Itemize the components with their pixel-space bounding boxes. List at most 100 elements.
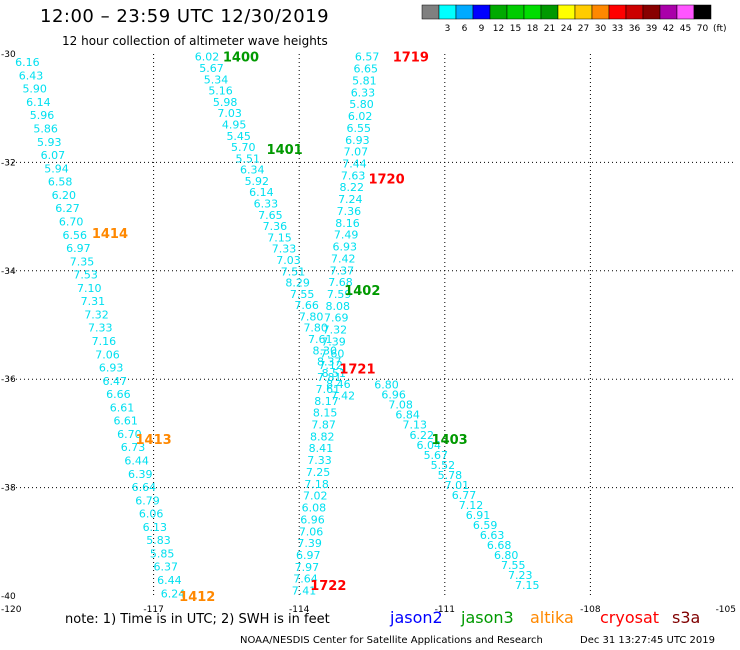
swh-value: 6.93 [332, 241, 357, 254]
swh-value: 6.96 [300, 513, 325, 526]
swh-value: 7.35 [70, 255, 95, 268]
pass-label: 1402 [344, 284, 380, 299]
swh-value: 7.12 [459, 499, 484, 512]
wave-height-map: -30 -32 -34 -36 -38 -40 -120 -117 -114 -111 -108 -1… [1, 50, 736, 615]
color-swatch-label: 21 [544, 24, 555, 34]
swh-value: 7.97 [295, 561, 320, 574]
swh-value: 5.85 [150, 547, 175, 560]
generated-timestamp: Dec 31 13:27:45 UTC 2019 [580, 635, 715, 646]
color-swatch-label: 30 [595, 24, 607, 34]
swh-value: 6.70 [117, 428, 142, 441]
y-tick-label: -30 [1, 50, 16, 60]
color-swatch-label: 45 [680, 24, 691, 34]
swh-value: 7.69 [324, 312, 349, 325]
swh-value: 7.87 [311, 418, 336, 431]
swh-value: 8.29 [285, 277, 310, 290]
swh-value: 6.14 [249, 186, 274, 199]
swh-value: 6.44 [124, 455, 149, 468]
swh-value: 5.34 [204, 73, 229, 86]
swh-value: 6.02 [195, 51, 220, 64]
swh-value: 8.17 [314, 395, 339, 408]
legend-jason3: jason3 [461, 608, 514, 627]
swh-value: 5.93 [37, 136, 62, 149]
legend-jason2: jason2 [390, 608, 443, 627]
legend-cryosat: cryosat [600, 608, 660, 627]
chart-title: 12:00 – 23:59 UTC 12/30/2019 [40, 6, 330, 27]
swh-value: 7.80 [299, 310, 324, 323]
swh-value: 6.22 [409, 429, 434, 442]
legend-s3a: s3a [672, 608, 701, 627]
swh-value: 7.65 [258, 209, 283, 222]
swh-value: 6.66 [106, 388, 131, 401]
color-swatch-label: 42 [663, 24, 674, 34]
swh-value: 6.63 [480, 529, 505, 542]
swh-value: 7.25 [306, 466, 331, 479]
swh-value: 6.14 [26, 96, 51, 109]
pass-label: 1400 [223, 51, 259, 66]
swh-value: 7.39 [297, 537, 322, 550]
swh-value: 5.70 [231, 141, 256, 154]
swh-value: 7.16 [92, 335, 117, 348]
swh-value: 7.59 [327, 288, 352, 301]
swh-value: 7.64 [293, 573, 318, 586]
swh-value: 7.80 [303, 322, 328, 335]
swh-value: 7.02 [303, 490, 328, 503]
color-swatch-label: 24 [561, 24, 573, 34]
swh-value: 5.81 [352, 74, 377, 87]
pass-label: 1412 [179, 590, 215, 605]
color-scale-unit: (ft) [713, 24, 727, 34]
swh-value: 5.94 [44, 162, 69, 175]
swh-value: 7.03 [276, 254, 301, 267]
swh-value: 8.15 [313, 407, 338, 420]
y-tick-label: -36 [1, 375, 16, 385]
swh-value: 7.60 [320, 347, 345, 360]
swh-value: 7.03 [217, 107, 242, 120]
pass-label: 1414 [92, 227, 128, 242]
swh-value: 6.08 [302, 502, 327, 515]
x-tick-label: -117 [143, 605, 163, 615]
swh-value: 7.07 [344, 146, 369, 159]
swh-value: 8.51 [322, 367, 347, 380]
color-swatch-label: 9 [479, 24, 485, 34]
swh-value: 6.47 [103, 375, 128, 388]
color-swatch-label: 15 [510, 24, 521, 34]
swh-value: 7.33 [88, 322, 113, 335]
swh-value: 6.58 [48, 176, 73, 189]
swh-value: 6.43 [19, 69, 44, 82]
swh-value: 5.98 [213, 96, 238, 109]
swh-value: 7.08 [388, 399, 413, 412]
x-tick-label: -105 [716, 605, 736, 615]
swh-value: 7.33 [272, 243, 297, 256]
swh-value: 7.42 [331, 252, 356, 265]
swh-value: 7.31 [81, 295, 106, 308]
swh-value: 6.77 [452, 489, 477, 502]
swh-value: 6.68 [487, 539, 512, 552]
color-swatch-label: 39 [646, 24, 658, 34]
swh-value: 5.90 [22, 83, 47, 96]
swh-value: 5.92 [245, 175, 270, 188]
swh-value: 7.10 [77, 282, 102, 295]
swh-value: 7.15 [515, 579, 540, 592]
swh-value: 7.01 [445, 479, 470, 492]
pass-label: 1721 [339, 362, 375, 377]
swh-value: 7.18 [304, 478, 329, 491]
swh-value: 8.82 [310, 430, 335, 443]
swh-value: 5.78 [438, 469, 463, 482]
swh-value: 6.20 [52, 189, 77, 202]
color-swatch-label: 70 [697, 24, 709, 34]
swh-value: 7.32 [84, 308, 109, 321]
pass-label: 1401 [267, 143, 303, 158]
swh-value: 6.27 [55, 202, 80, 215]
swh-value: 6.93 [345, 134, 370, 147]
credit-line: NOAA/NESDIS Center for Satellite Applica… [240, 635, 543, 646]
color-swatch-label: 36 [629, 24, 641, 34]
swh-value: 6.80 [374, 379, 399, 392]
swh-value: 6.96 [381, 389, 406, 402]
swh-value: 8.37 [317, 356, 342, 369]
pass-label: 1720 [368, 173, 404, 188]
swh-value: 6.97 [66, 242, 91, 255]
swh-value: 6.57 [355, 51, 380, 64]
swh-value: 6.16 [15, 56, 40, 69]
swh-value: 7.55 [290, 288, 315, 301]
swh-value: 5.86 [33, 123, 58, 136]
